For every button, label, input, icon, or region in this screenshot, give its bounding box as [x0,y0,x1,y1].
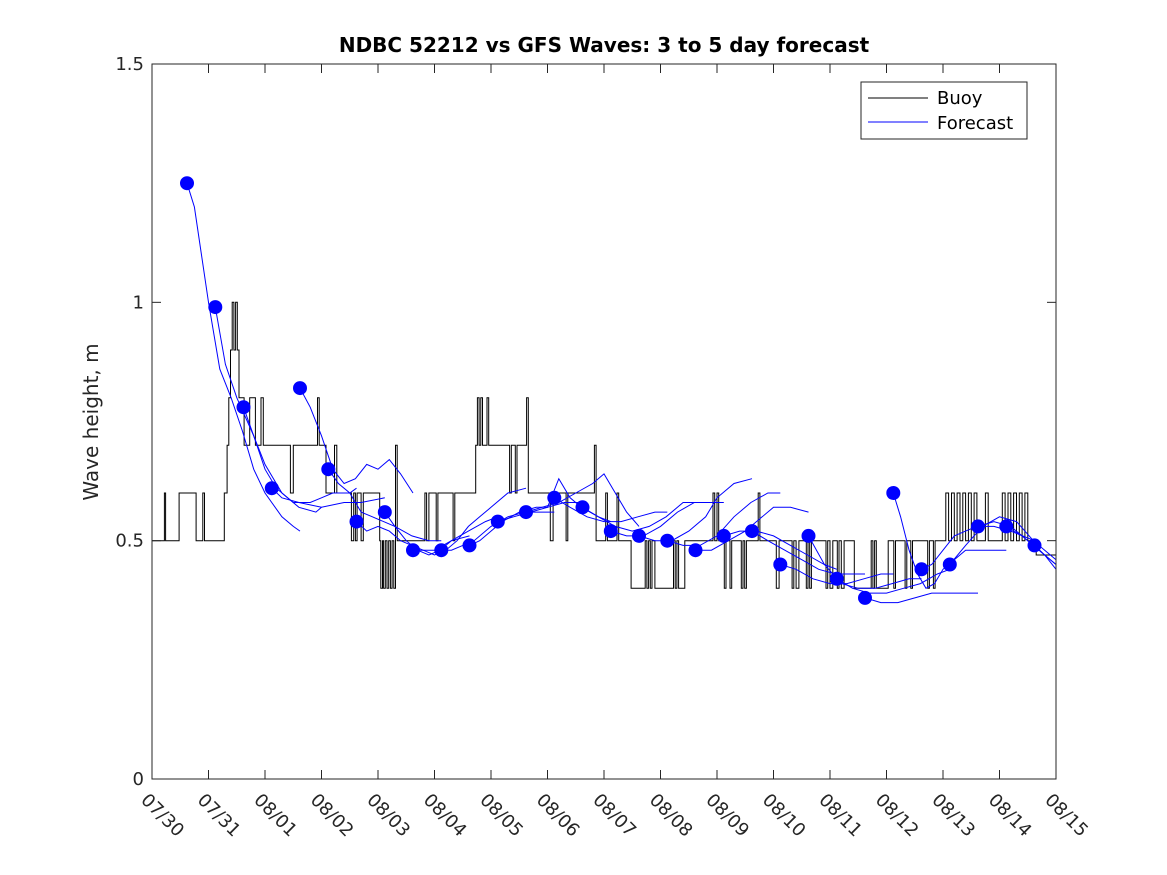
forecast-line [582,502,696,532]
legend-buoy-label: Buoy [937,88,983,109]
legend: Buoy Forecast [860,81,1028,140]
forecast-marker [547,490,562,505]
forecast-line [554,497,668,523]
forecast-line [864,592,978,604]
forecast-marker [434,543,449,558]
forecast-marker [660,533,675,548]
buoy-line [152,301,1056,589]
forecast-marker [942,557,957,572]
forecast-line [610,502,724,537]
forecast-line [214,307,322,513]
forecast-marker [406,543,420,558]
forecast-marker [829,571,844,586]
forecast-line [525,473,640,527]
forecast-marker [519,505,533,520]
forecast-line [667,492,781,546]
forecast-marker [321,462,336,477]
forecast-line [327,468,442,542]
forecast-line [695,506,809,551]
plot-area [152,64,1056,779]
forecast-marker [236,400,251,415]
forecast-line [441,511,555,551]
forecast-line [949,516,1057,565]
forecast-marker [801,528,816,543]
forecast-line [384,511,498,556]
forecast-marker [575,500,590,515]
forecast-line [751,530,865,575]
forecast-marker [688,543,703,558]
forecast-marker [745,524,759,539]
forecast-line [299,387,414,494]
forecast-line [723,530,837,570]
forecast-marker [773,557,788,572]
forecast-marker [264,481,279,496]
forecast-marker [349,514,364,529]
forecast-marker [716,528,731,543]
forecast-marker [914,562,929,577]
forecast-line [808,535,922,589]
buoy-series [152,301,1056,589]
forecast-line [413,487,527,556]
forecast-marker [858,590,872,605]
forecast-line [836,568,950,594]
y-tick-label: 0.5 [115,531,144,552]
y-tick-label: 1.5 [115,54,144,75]
forecast-marker [377,505,392,520]
forecast-line [186,183,301,532]
forecast-marker [603,524,618,539]
y-tick-label: 0 [133,769,144,790]
forecast-marker [632,528,646,543]
forecast-marker [971,519,985,534]
legend-box [860,81,1028,140]
forecast-marker [180,176,194,191]
forecast-marker [208,300,223,315]
forecast-marker [490,514,505,529]
forecast-marker [999,519,1014,534]
y-tick-label: 1 [133,292,144,313]
forecast-marker [1027,538,1042,553]
forecast-line [271,487,385,508]
legend-forecast-label: Forecast [937,113,1013,134]
y-axis-ticks: 0 0.5 1 1.5 [115,54,1056,790]
forecast-line [892,492,1007,589]
forecast-marker [462,538,477,553]
forecast-marker [293,381,307,396]
forecast-line [638,478,753,542]
forecast-markers [180,176,1042,605]
forecast-series [186,183,1057,604]
forecast-line [243,407,357,503]
chart-title: NDBC 52212 vs GFS Waves: 3 to 5 day fore… [339,33,870,57]
y-axis-label: Wave height, m [79,343,103,500]
forecast-marker [886,486,901,500]
